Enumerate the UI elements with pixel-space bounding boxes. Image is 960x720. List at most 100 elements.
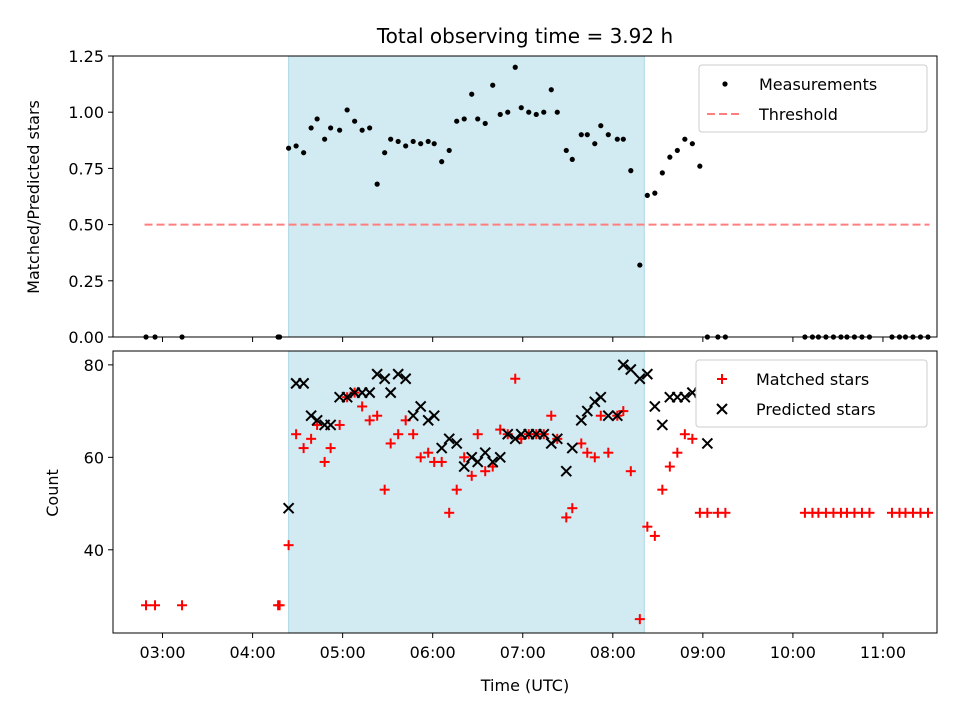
point-matched-stars-8 xyxy=(306,433,317,444)
point-predicted-stars-35-b xyxy=(538,428,550,440)
point-matched-stars-54 xyxy=(642,521,653,532)
point-measurements-32 xyxy=(482,120,488,127)
point-predicted-stars-17 xyxy=(407,410,419,422)
point-predicted-stars-22-b xyxy=(443,433,455,445)
point-measurements-41 xyxy=(548,87,554,93)
point-measurements-21 xyxy=(403,143,409,149)
point-predicted-stars-2-b xyxy=(297,377,310,390)
point-predicted-stars-38 xyxy=(560,465,572,477)
point-matched-stars-53 xyxy=(634,614,645,625)
legend-label-0-1: Threshold xyxy=(758,105,838,124)
point-measurements-25 xyxy=(431,141,437,147)
y-tick-label-0-4: 1.00 xyxy=(68,103,104,122)
point-predicted-stars-23 xyxy=(451,437,463,450)
point-predicted-stars-3-b xyxy=(305,410,317,422)
point-matched-stars-29 xyxy=(459,452,470,463)
x-tick-label-3: 06:00 xyxy=(410,643,456,662)
y-tick-label-1-0: 40 xyxy=(84,541,104,560)
point-measurements-44 xyxy=(569,156,575,163)
point-predicted-stars-13-b xyxy=(378,373,391,385)
point-matched-stars-32 xyxy=(480,466,491,477)
point-matched-stars-19 xyxy=(385,438,396,449)
point-measurements-5 xyxy=(286,145,292,151)
point-predicted-stars-20-b xyxy=(428,410,440,422)
point-predicted-stars-14-b xyxy=(384,386,397,399)
x-tick-label-5: 08:00 xyxy=(590,643,636,662)
point-predicted-stars-14 xyxy=(384,386,397,399)
y-tick-label-0-3: 0.75 xyxy=(68,159,104,178)
point-matched-stars-56 xyxy=(657,484,668,495)
point-matched-stars-62 xyxy=(702,507,713,518)
top-y-axis-label: Matched/Predicted stars xyxy=(24,100,43,294)
bottom-y-axis-label: Count xyxy=(43,469,62,517)
point-matched-stars-24 xyxy=(423,447,434,458)
point-measurements-8 xyxy=(308,125,314,131)
point-matched-stars-10 xyxy=(319,456,330,467)
point-measurements-35 xyxy=(505,109,511,115)
point-measurements-12 xyxy=(337,127,343,133)
point-predicted-stars-47 xyxy=(625,363,637,376)
point-predicted-stars-30 xyxy=(502,428,514,440)
point-predicted-stars-47-b xyxy=(625,363,637,376)
point-predicted-stars-15 xyxy=(392,368,404,380)
y-tick-label-0-2: 0.50 xyxy=(68,216,104,235)
point-matched-stars-57 xyxy=(664,461,675,472)
point-matched-stars-74 xyxy=(864,507,875,518)
point-matched-stars-41 xyxy=(546,410,557,421)
point-matched-stars-17 xyxy=(372,410,383,421)
point-measurements-54 xyxy=(644,192,650,198)
y-tick-label-1-1: 60 xyxy=(84,448,104,467)
point-measurements-19 xyxy=(388,136,394,142)
point-predicted-stars-44-b xyxy=(602,410,615,422)
point-measurements-42 xyxy=(554,109,560,115)
point-measurements-59 xyxy=(682,136,688,142)
point-measurements-43 xyxy=(563,147,569,154)
point-matched-stars-27 xyxy=(444,507,455,518)
point-predicted-stars-4 xyxy=(311,414,323,427)
point-matched-stars-5 xyxy=(283,540,294,551)
point-measurements-31 xyxy=(475,116,481,122)
point-measurements-40 xyxy=(541,109,547,115)
point-measurements-24 xyxy=(425,138,431,145)
point-predicted-stars-45-b xyxy=(611,410,624,422)
point-measurements-46 xyxy=(584,132,590,138)
point-predicted-stars-6-b xyxy=(324,419,337,431)
point-predicted-stars-35 xyxy=(538,428,550,440)
point-matched-stars-23 xyxy=(415,452,426,463)
point-measurements-14 xyxy=(352,118,358,124)
point-measurements-15 xyxy=(359,127,365,133)
point-measurements-33 xyxy=(490,82,496,88)
legend-0: Measurements Threshold xyxy=(698,64,928,133)
axes-frame-0 xyxy=(112,55,938,338)
point-predicted-stars-12 xyxy=(371,368,383,380)
point-predicted-stars-44 xyxy=(602,410,615,422)
point-predicted-stars-54-b xyxy=(679,391,691,403)
point-matched-stars-31 xyxy=(472,429,483,440)
point-matched-stars-47 xyxy=(589,452,600,463)
point-measurements-51 xyxy=(620,136,626,142)
point-matched-stars-28 xyxy=(451,484,462,495)
point-measurements-34 xyxy=(497,111,503,118)
x-axis-label: Time (UTC) xyxy=(480,676,569,695)
point-matched-stars-55 xyxy=(649,530,660,541)
point-measurements-37 xyxy=(518,105,524,111)
point-measurements-23 xyxy=(418,141,424,147)
point-measurements-36 xyxy=(512,64,518,70)
point-measurements-7 xyxy=(301,150,307,156)
point-matched-stars-0 xyxy=(141,600,152,611)
point-predicted-stars-43 xyxy=(595,391,607,403)
point-predicted-stars-40 xyxy=(575,414,587,427)
point-predicted-stars-8 xyxy=(341,391,353,403)
point-predicted-stars-50-b xyxy=(649,400,661,413)
point-matched-stars-26 xyxy=(436,456,447,467)
point-predicted-stars-41 xyxy=(581,405,593,417)
point-predicted-stars-28-b xyxy=(487,456,499,468)
point-predicted-stars-16 xyxy=(399,373,412,385)
point-matched-stars-12 xyxy=(334,419,345,430)
point-predicted-stars-8-b xyxy=(341,391,353,403)
point-matched-stars-60 xyxy=(687,433,698,444)
point-predicted-stars-22 xyxy=(443,433,455,445)
point-predicted-stars-0-b xyxy=(282,502,295,514)
point-measurements-20 xyxy=(395,138,401,145)
